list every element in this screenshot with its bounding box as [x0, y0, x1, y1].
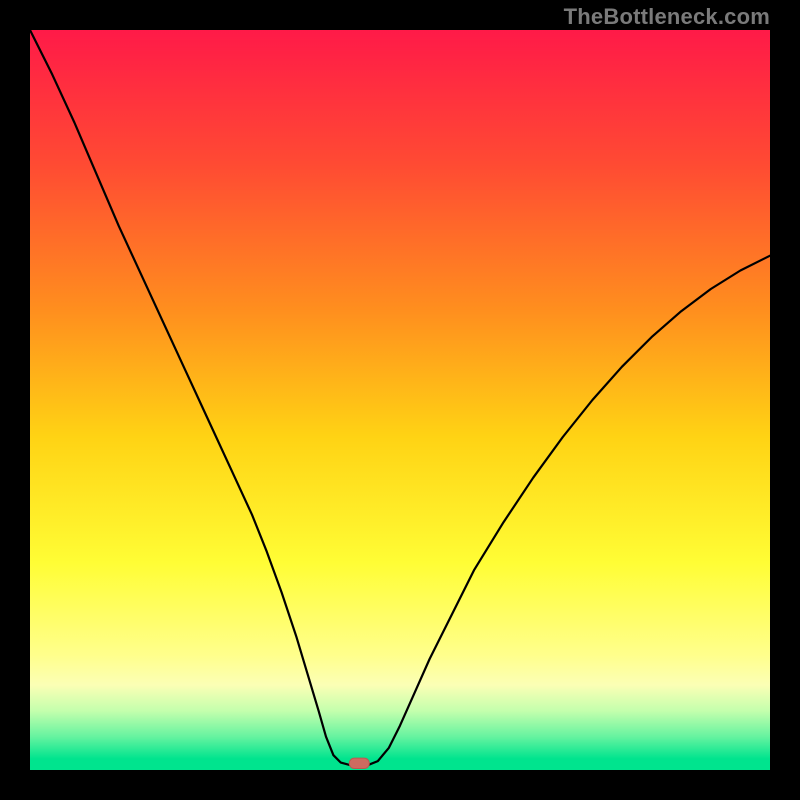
gradient-background — [30, 30, 770, 770]
plot-area — [30, 30, 770, 770]
chart-frame: TheBottleneck.com — [0, 0, 800, 800]
watermark-text: TheBottleneck.com — [564, 4, 770, 30]
plot-svg — [30, 30, 770, 770]
optimum-marker — [349, 758, 369, 768]
